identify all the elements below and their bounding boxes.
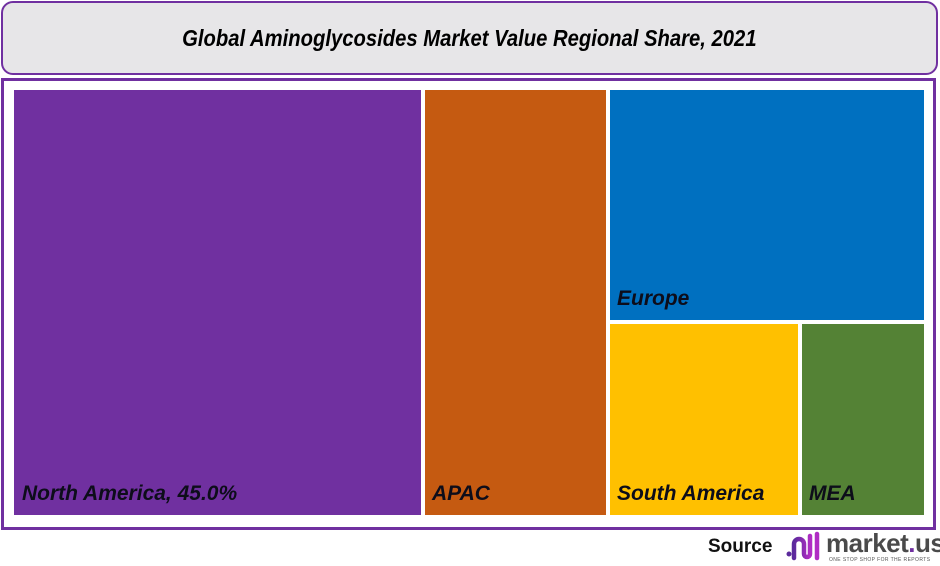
tile-label-south-america: South America	[617, 482, 765, 505]
market-us-logo-icon	[786, 531, 820, 561]
brand-name-main: market	[826, 528, 909, 558]
tile-label-europe: Europe	[617, 287, 690, 310]
tile-europe: Europe	[610, 90, 924, 320]
chart-title: Global Aminoglycosides Market Value Regi…	[182, 24, 757, 51]
brand-tld: us	[915, 528, 940, 558]
tile-south-america: South America	[610, 324, 798, 515]
source-label: Source	[708, 536, 773, 557]
tile-label-north-america: North America, 45.0%	[22, 482, 238, 505]
tile-apac: APAC	[425, 90, 606, 515]
brand-tagline: ONE STOP SHOP FOR THE REPORTS	[829, 557, 931, 563]
tile-label-apac: APAC	[432, 482, 490, 505]
brand-name: market.us	[826, 528, 940, 559]
tile-label-mea: MEA	[809, 482, 856, 505]
chart-title-box: Global Aminoglycosides Market Value Regi…	[1, 1, 938, 75]
tile-north-america: North America, 45.0%	[14, 90, 421, 515]
tile-mea: MEA	[802, 324, 924, 515]
brand-dot: .	[908, 528, 916, 558]
